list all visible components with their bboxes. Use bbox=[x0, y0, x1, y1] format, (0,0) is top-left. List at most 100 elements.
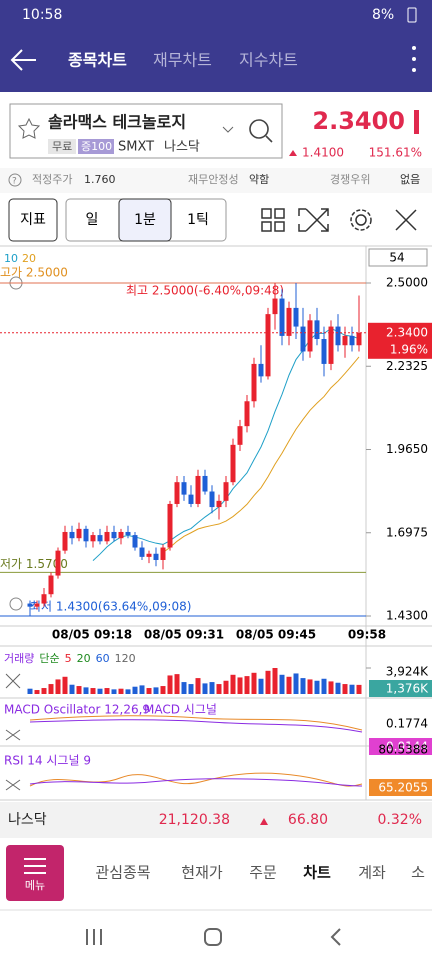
rsi-signal bbox=[29, 778, 363, 787]
moving-average bbox=[162, 356, 360, 553]
index-value: 21,120.38 bbox=[159, 812, 230, 828]
price: 2.3400 bbox=[312, 107, 405, 135]
tag-bg bbox=[78, 139, 114, 154]
help-icon[interactable] bbox=[8, 173, 22, 187]
tag-bg bbox=[48, 139, 76, 154]
system-nav[interactable] bbox=[86, 928, 341, 946]
candle-body bbox=[314, 320, 320, 340]
volume-bar bbox=[188, 684, 194, 694]
dropdown-icon[interactable] bbox=[222, 126, 234, 133]
candle-body bbox=[237, 426, 243, 445]
candle-body bbox=[41, 594, 47, 604]
candle-body bbox=[188, 494, 194, 504]
info-value: 1.760 bbox=[84, 173, 116, 186]
y-tick-label: 1.4300 bbox=[386, 609, 428, 623]
nav-item[interactable]: 현재가 bbox=[181, 864, 223, 882]
volume-title: 20 bbox=[77, 652, 91, 665]
ma-label: 10 bbox=[4, 252, 18, 265]
button-label[interactable]: 1분 bbox=[134, 212, 156, 228]
nav-item[interactable]: 소 bbox=[411, 864, 425, 882]
volume-bar bbox=[76, 686, 82, 694]
button-label[interactable]: 일 bbox=[86, 212, 99, 228]
count-box-label: 54 bbox=[389, 251, 404, 265]
volume-bar bbox=[125, 689, 131, 694]
tab[interactable]: 지수차트 bbox=[239, 51, 298, 70]
volume-bar bbox=[335, 682, 341, 694]
tab-active[interactable]: 종목차트 bbox=[68, 51, 127, 70]
info-value: 없음 bbox=[400, 173, 420, 186]
candle-body bbox=[181, 482, 187, 495]
menu-icon bbox=[24, 858, 46, 874]
candle-body bbox=[167, 503, 173, 548]
ticker: SMXT bbox=[118, 140, 154, 155]
volume-bar bbox=[216, 684, 222, 694]
info-value: 약함 bbox=[249, 172, 269, 186]
candle-body bbox=[286, 307, 292, 336]
button-label: 지표 bbox=[20, 212, 46, 228]
volume-bar bbox=[55, 679, 61, 694]
candle-body bbox=[342, 335, 348, 346]
macd-signal bbox=[29, 719, 363, 733]
period-button-active[interactable] bbox=[118, 198, 172, 242]
candle-body bbox=[307, 320, 313, 352]
count-box[interactable] bbox=[368, 248, 428, 267]
candle-body bbox=[321, 339, 327, 364]
info-bg bbox=[0, 168, 432, 193]
close-panel[interactable] bbox=[5, 729, 21, 741]
candle-body bbox=[300, 326, 306, 352]
index-change: 66.80 bbox=[288, 812, 328, 828]
back-button[interactable] bbox=[10, 49, 36, 71]
candle-body bbox=[293, 307, 299, 327]
zoom-out[interactable] bbox=[9, 597, 23, 611]
volume-bar bbox=[90, 688, 96, 694]
close-panel[interactable] bbox=[5, 673, 21, 689]
volume-bar bbox=[202, 683, 208, 694]
candle-body bbox=[90, 535, 96, 542]
candle-body bbox=[69, 531, 75, 539]
nav-item[interactable]: 관심종목 bbox=[95, 864, 150, 882]
volume-title: 120 bbox=[115, 652, 136, 665]
volume-bar bbox=[230, 674, 236, 694]
nav-item-active[interactable]: 차트 bbox=[303, 864, 331, 882]
macd-title: MACD Oscillator 12,26,9 bbox=[4, 703, 150, 717]
search-icon[interactable] bbox=[249, 119, 269, 139]
volume-bar bbox=[195, 678, 201, 694]
indicator-button[interactable] bbox=[8, 198, 58, 242]
candle-body bbox=[132, 535, 138, 548]
toolbar-icons[interactable] bbox=[261, 208, 417, 232]
candle-body bbox=[251, 363, 257, 402]
candle-body bbox=[153, 553, 159, 560]
volume-bar bbox=[132, 686, 138, 694]
favorite-icon[interactable] bbox=[17, 117, 41, 139]
up-arrow bbox=[289, 150, 297, 156]
volume-bar bbox=[153, 687, 159, 694]
tag: 증100 bbox=[81, 140, 112, 153]
volume-bar bbox=[356, 684, 362, 694]
market: 나스닥 bbox=[164, 140, 200, 155]
volume-bar bbox=[300, 678, 306, 694]
y-tick-label: 1.9650 bbox=[386, 442, 428, 456]
nav-item[interactable]: 계좌 bbox=[358, 864, 386, 882]
more-button[interactable] bbox=[412, 46, 416, 72]
button-label[interactable]: 1틱 bbox=[187, 212, 209, 228]
y-tick-label: 2.5000 bbox=[386, 276, 428, 290]
candle-body bbox=[76, 528, 82, 539]
volume-current-box bbox=[369, 680, 432, 697]
close-panel[interactable] bbox=[5, 779, 21, 791]
macd-top: 0.1774 bbox=[386, 717, 428, 731]
candle-body bbox=[195, 475, 201, 504]
up-arrow bbox=[260, 818, 268, 825]
header-bg bbox=[0, 0, 432, 92]
volume-bar bbox=[118, 688, 124, 694]
rsi-current-box bbox=[369, 779, 432, 796]
volume-bar bbox=[237, 677, 243, 694]
nav-item[interactable]: 주문 bbox=[249, 864, 277, 882]
volume-bar bbox=[62, 676, 68, 694]
volume-bar bbox=[139, 685, 145, 694]
volume-bar bbox=[251, 672, 257, 694]
price-change: 1.4100 bbox=[302, 146, 344, 160]
status-battery: 8% bbox=[372, 7, 394, 23]
tab[interactable]: 재무차트 bbox=[153, 51, 212, 70]
last-price-label: 2.3400 bbox=[386, 325, 428, 339]
last-price-pct: 1.96% bbox=[390, 342, 428, 356]
